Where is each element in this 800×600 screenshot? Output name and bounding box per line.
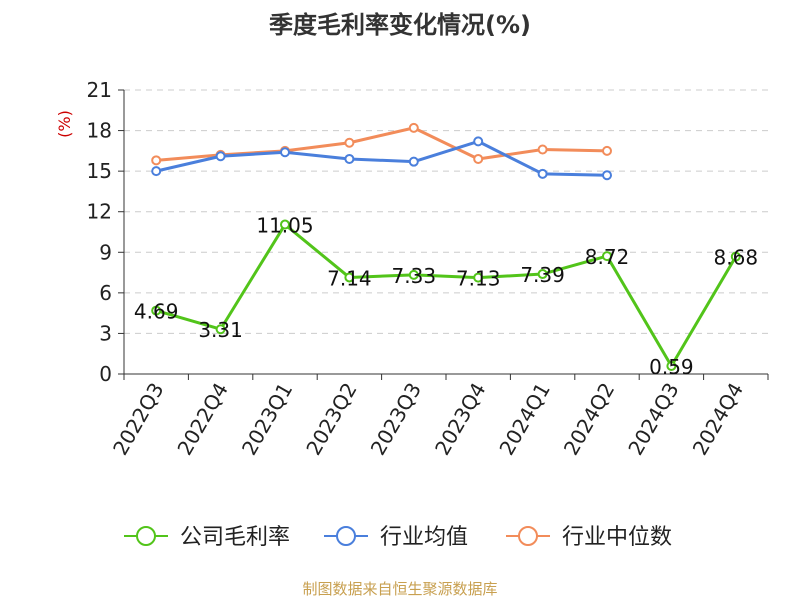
x-tick-label: 2023Q1 [237, 379, 297, 460]
data-label: 3.31 [198, 318, 243, 342]
y-tick-label: 18 [87, 119, 112, 143]
y-tick-label: 6 [99, 281, 112, 305]
data-point[interactable] [280, 219, 290, 230]
data-point[interactable] [408, 122, 419, 133]
x-tick-label: 2022Q4 [172, 379, 232, 460]
data-point[interactable] [537, 269, 548, 280]
data-point[interactable] [280, 147, 290, 158]
legend-label: 公司毛利率 [180, 525, 290, 550]
series-1 [151, 136, 612, 181]
source-note: 制图数据来自恒生聚源数据库 [302, 580, 497, 598]
x-tick-label: 2023Q4 [430, 379, 490, 460]
data-label: 8.72 [585, 245, 630, 269]
y-tick-label: 0 [99, 362, 112, 386]
chart-title: 季度毛利率变化情况(%) [269, 11, 531, 39]
data-point[interactable] [151, 166, 162, 177]
legend-item-0[interactable]: 公司毛利率 [124, 525, 290, 550]
y-tick-label: 9 [99, 240, 112, 264]
data-point[interactable] [344, 272, 355, 283]
legend-marker [136, 526, 156, 546]
data-point[interactable] [473, 153, 484, 164]
data-label: 0.59 [649, 355, 694, 379]
legend-marker [518, 526, 538, 546]
data-point[interactable] [151, 155, 162, 166]
legend-item-2[interactable]: 行业中位数 [506, 525, 672, 550]
x-tick-label: 2024Q4 [688, 379, 748, 460]
data-label: 7.13 [456, 267, 501, 291]
data-point[interactable] [215, 324, 226, 335]
x-tick-label: 2024Q1 [494, 379, 554, 460]
legend-item-1[interactable]: 行业均值 [324, 525, 468, 550]
data-point[interactable] [408, 156, 419, 167]
data-label: 4.69 [134, 300, 179, 324]
data-point[interactable] [602, 170, 612, 181]
x-tick-label: 2023Q2 [301, 379, 361, 460]
data-label: 7.33 [392, 264, 437, 288]
data-label: 8.68 [714, 246, 759, 270]
x-tick-label: 2024Q2 [559, 379, 619, 460]
data-point[interactable] [537, 168, 548, 179]
series-layer: 4.69 3.31 11.05 7.14 7.33 7.13 7.39 8.72 0.59 8.6… [134, 122, 758, 379]
y-tick-label: 15 [87, 159, 112, 183]
data-point[interactable] [473, 272, 484, 283]
y-axis-unit-label: (%) [55, 110, 74, 138]
gridlines [124, 89, 768, 334]
data-label: 11.05 [256, 214, 313, 238]
data-point[interactable] [408, 269, 419, 280]
y-tick-label: 21 [87, 78, 112, 102]
data-point[interactable] [666, 361, 677, 372]
legend-marker [336, 526, 356, 546]
data-point[interactable] [344, 153, 355, 164]
data-point[interactable] [215, 151, 226, 162]
y-tick-label: 12 [87, 200, 112, 224]
data-point[interactable] [151, 305, 162, 316]
series-line [155, 223, 738, 368]
x-tick-label: 2023Q3 [366, 379, 426, 460]
data-point[interactable] [602, 251, 612, 262]
series-0: 4.69 3.31 11.05 7.14 7.33 7.13 7.39 8.72 0.59 8.6… [134, 214, 758, 379]
x-tick-label: 2024Q3 [623, 379, 683, 460]
series-line [155, 139, 608, 177]
data-point[interactable] [602, 145, 612, 156]
data-point[interactable] [473, 136, 484, 147]
data-point[interactable] [537, 144, 548, 155]
y-tick-label: 3 [99, 321, 112, 345]
legend[interactable]: 公司毛利率 行业均值 行业中位数 [124, 525, 672, 550]
legend-label: 行业中位数 [562, 525, 672, 550]
legend-label: 行业均值 [380, 525, 468, 550]
data-point[interactable] [730, 251, 741, 262]
x-tick-label: 2022Q3 [108, 379, 168, 460]
data-point[interactable] [344, 137, 355, 148]
data-label: 7.14 [327, 266, 372, 290]
data-label: 7.39 [520, 263, 565, 287]
